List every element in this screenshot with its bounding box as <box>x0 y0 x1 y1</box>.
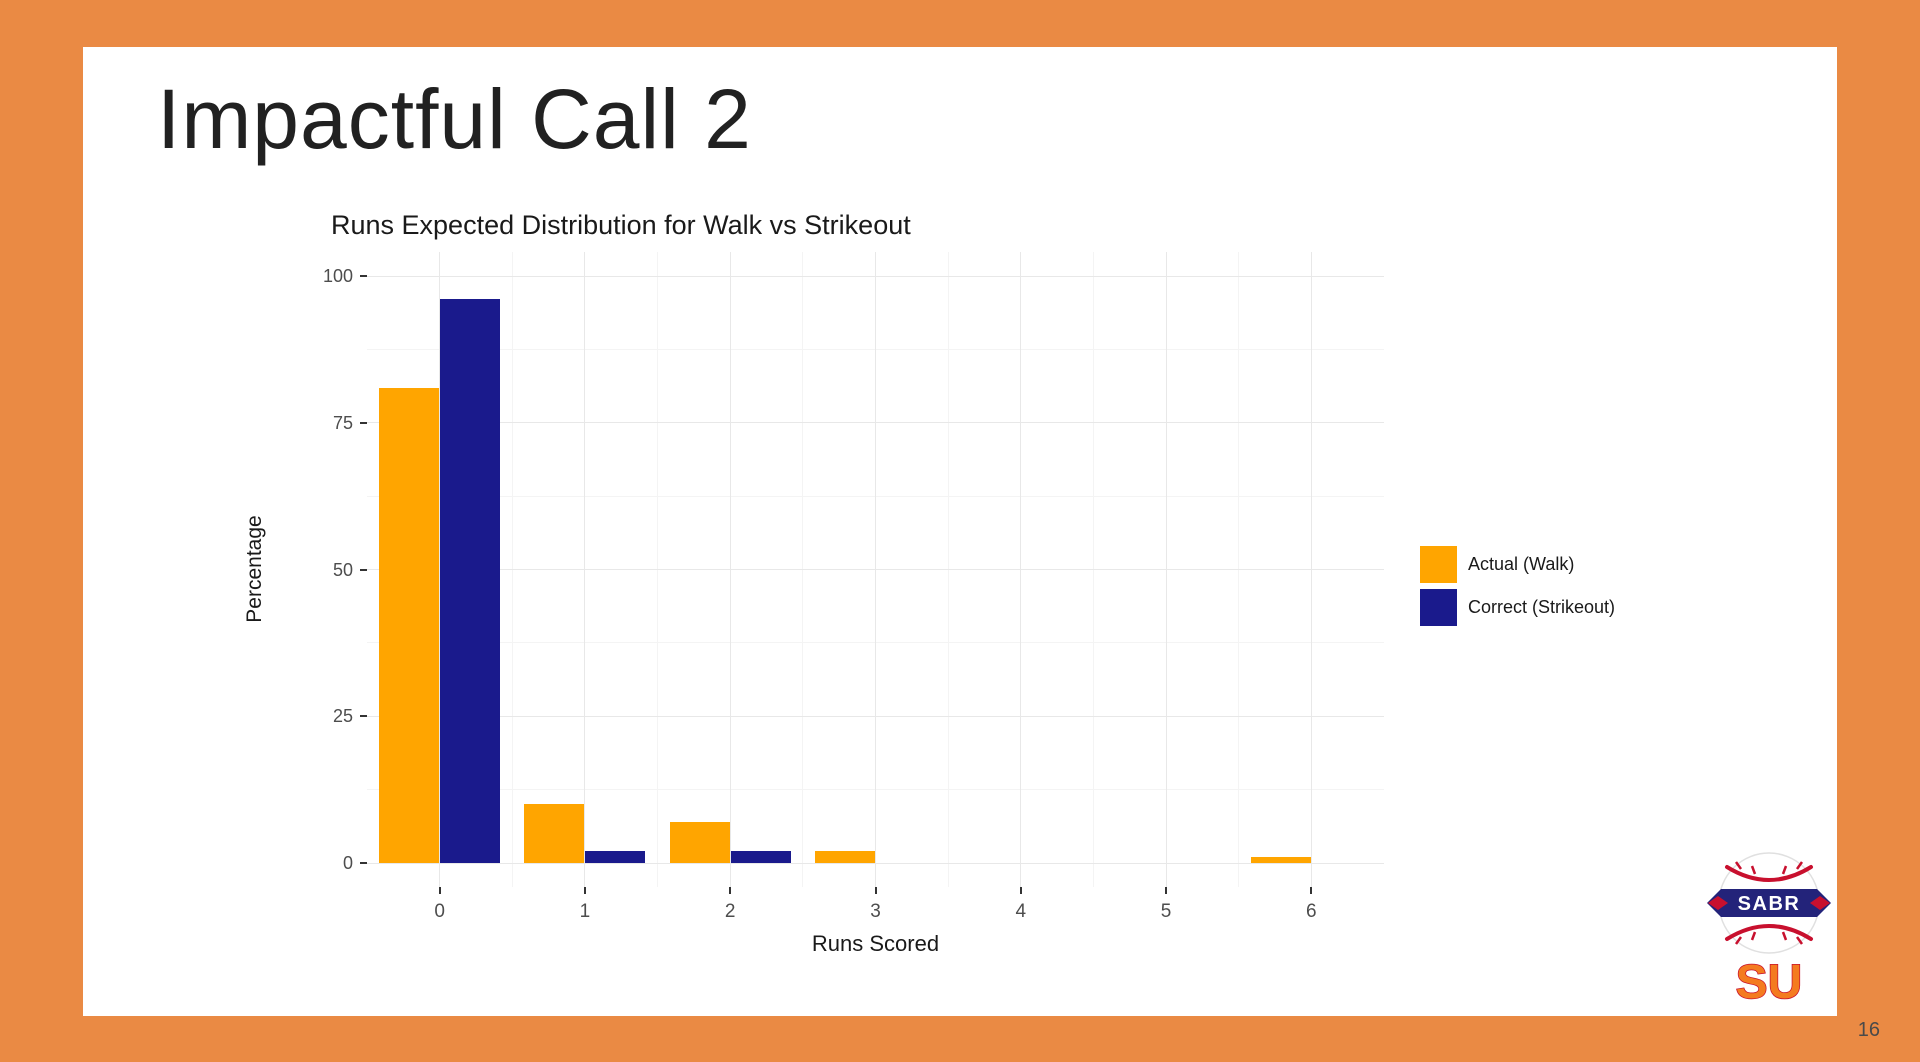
logo-banner-diamond-left <box>1708 896 1728 910</box>
y-axis-title: Percentage <box>243 515 266 623</box>
chart-title: Runs Expected Distribution for Walk vs S… <box>331 210 911 240</box>
v-gridline <box>1165 252 1167 887</box>
y-axis-tick <box>360 715 367 718</box>
bar-actual-walk <box>1250 857 1311 863</box>
bar-correct-strikeout <box>585 851 646 863</box>
bar-correct-strikeout <box>440 299 501 863</box>
x-tick-label: 2 <box>724 901 736 922</box>
y-tick-label: 50 <box>332 559 353 580</box>
v-gridline <box>875 252 876 887</box>
chart-panel: 0 25 50 75 100 0 1 2 3 4 5 6 <box>323 252 1384 922</box>
y-axis-tick <box>360 421 367 424</box>
logo-banner <box>1707 889 1831 917</box>
v-gridline <box>729 252 731 887</box>
v-gridline <box>584 252 586 887</box>
legend-label: Actual (Walk) <box>1468 554 1575 574</box>
x-tick-label: 1 <box>579 901 591 922</box>
sabr-logo: SABR SU <box>1707 852 1831 1006</box>
y-axis-tick <box>360 568 367 571</box>
x-axis-title: Runs Scored <box>811 931 940 956</box>
legend-item: Correct (Strikeout) <box>1420 589 1615 626</box>
legend-swatch <box>1420 546 1457 583</box>
bar-actual-walk <box>524 804 585 863</box>
x-axis-tick <box>729 887 732 894</box>
legend-label: Correct (Strikeout) <box>1468 597 1616 617</box>
x-axis-tick <box>438 887 441 894</box>
y-axis-tick <box>360 862 367 864</box>
x-axis-tick <box>874 887 877 894</box>
page-number: 16 <box>1857 1019 1880 1041</box>
logo-sub-text: SU <box>1736 956 1803 1006</box>
chart: Runs Expected Distribution for Walk vs S… <box>243 210 1457 957</box>
bar-actual-walk <box>379 387 440 863</box>
x-tick-label: 5 <box>1160 901 1172 922</box>
logo-banner-diamond-right <box>1810 896 1830 910</box>
bar-correct-strikeout <box>730 851 791 863</box>
y-axis-tick <box>360 275 367 277</box>
legend: Actual (Walk) Correct (Strikeout) <box>1420 546 1615 632</box>
legend-item: Actual (Walk) <box>1420 546 1615 583</box>
chart-body: Percentage 0 25 50 75 100 0 1 2 3 4 5 6 Runs Scored <box>243 252 1457 957</box>
y-tick-label: 0 <box>342 853 353 873</box>
baseball-seam-bottom <box>1725 924 1813 941</box>
y-tick-label: 75 <box>332 412 353 433</box>
legend-swatch <box>1420 589 1457 626</box>
x-axis-tick <box>1310 887 1313 894</box>
bar-actual-walk <box>669 821 730 863</box>
v-gridline <box>1310 252 1312 887</box>
y-tick-label: 25 <box>332 706 353 727</box>
y-tick-label: 100 <box>322 266 353 286</box>
x-axis-tick <box>1019 887 1022 894</box>
baseball-stitches <box>1734 861 1804 945</box>
v-gridline <box>1020 252 1022 887</box>
bar-actual-walk <box>815 851 875 863</box>
x-tick-label: 3 <box>870 901 881 922</box>
baseball-seam-top <box>1725 865 1813 882</box>
slide-title: Impactful Call 2 <box>157 72 752 166</box>
x-tick-label: 0 <box>434 901 445 922</box>
slide: Impactful Call 2 Runs Expected Distribut… <box>83 47 1837 1016</box>
logo-banner-text: SABR <box>1738 893 1801 915</box>
x-axis-tick <box>583 887 586 894</box>
v-gridline <box>439 252 441 887</box>
x-tick-label: 4 <box>1015 901 1027 922</box>
x-axis-tick <box>1165 887 1168 894</box>
x-tick-label: 6 <box>1306 901 1317 922</box>
